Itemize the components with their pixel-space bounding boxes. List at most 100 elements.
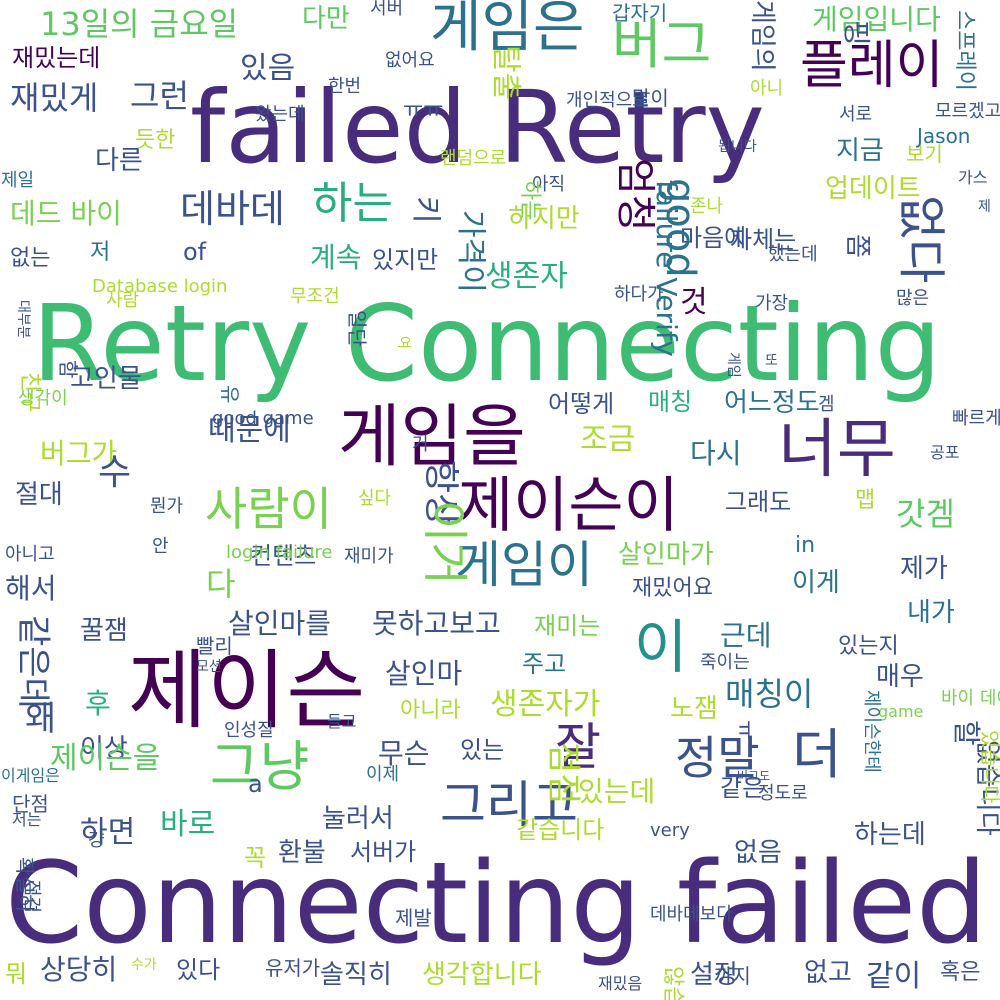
cloud-word: 안 [152,536,169,557]
cloud-word: 단점 [12,792,49,816]
cloud-word: 인성질 [224,720,274,741]
cloud-word: 제가 [900,554,948,584]
cloud-word: 그래도 [725,488,792,516]
cloud-word: 눌러서 [322,804,394,834]
cloud-word: 같이 [866,959,922,994]
cloud-word: 걍 [88,830,105,851]
cloud-word: 살인마가 [618,540,714,570]
cloud-word: 못하고보고 [372,607,501,640]
cloud-word: 일단 [345,310,369,347]
cloud-word: 무슨 [378,737,430,770]
cloud-word: 재밌어요 [632,576,713,601]
cloud-word: 있는데 [578,775,656,808]
cloud-word: 계속 [310,241,362,274]
cloud-word: 친구 [17,372,42,413]
cloud-word: 없고 [804,958,852,988]
cloud-word: 서로 [839,104,873,125]
cloud-word: 버그 [612,13,712,76]
cloud-word: of [183,238,207,266]
cloud-word: 재미가 [344,546,394,567]
cloud-word: 아니고 [5,544,55,565]
cloud-word: 매칭 [648,388,693,416]
cloud-word: 유저가 [265,956,321,980]
cloud-word: 그리고 [440,776,578,834]
cloud-word: 듯한 [135,128,176,153]
cloud-word: good [657,178,703,278]
cloud-word: 왜 [25,699,57,739]
cloud-word: 마음에 [680,224,747,252]
cloud-word: 게임이 [455,536,593,594]
cloud-word: 거 [412,434,429,455]
cloud-word: 재미는 [534,612,601,640]
cloud-word: 같은데 [13,615,53,709]
cloud-word: 뭔가 [150,496,184,517]
cloud-word: in [795,533,816,558]
cloud-word: 이게임은 [1,766,60,785]
cloud-word: 스프레이 [952,10,977,91]
cloud-word: 키 [408,196,443,224]
cloud-word: 공포 [930,443,960,462]
cloud-word: 제이슨을 [50,741,161,776]
cloud-word: 할 [950,720,983,746]
cloud-word: 하는 [312,178,393,229]
cloud-word: 수 [98,452,132,493]
cloud-word: 다른 [95,146,143,176]
cloud-word: 바로 [160,807,216,842]
cloud-word: 맵 [855,488,876,513]
cloud-word: 하지만 [508,204,580,234]
cloud-word: 내가 [907,598,955,628]
cloud-word: 그냥 [210,735,310,798]
cloud-word: Retry Connecting [32,283,942,405]
cloud-word: 게임입니다 [812,3,941,36]
cloud-word: 있음 [240,51,296,86]
cloud-word: 재밌게 [10,79,99,117]
cloud-word: 제 [978,199,991,215]
cloud-word: 있는지 [838,634,899,659]
cloud-word: 무조건 [290,286,340,307]
cloud-word: 않습니다 [660,966,685,1000]
cloud-word: 핑 [840,20,873,46]
cloud-word: 왔는데 [255,104,305,125]
cloud-word: 없다 [893,195,949,284]
cloud-word: 빠르게 [952,408,1000,429]
cloud-word: 한번 [328,76,362,97]
cloud-word: 보기 [906,142,943,166]
cloud-word: 개인적으로 [566,90,649,111]
cloud-word: 게임은 [430,0,585,60]
cloud-word: 탈출 [488,45,523,101]
cloud-word: 서버가 [350,838,417,866]
cloud-word: 갑자기 [612,1,668,25]
cloud-word: 정도로 [758,783,808,804]
cloud-word: 들고 [327,712,357,731]
cloud-word: 이게 [792,568,840,598]
cloud-word: 됩니다 [718,139,757,155]
cloud-word: game [878,702,924,721]
cloud-word: 노잼 [670,694,718,724]
cloud-word: 제이슨이 [458,471,679,541]
cloud-word: 자체는 [730,226,797,254]
cloud-word: 바이 데이라이트 [941,688,1000,709]
cloud-word: 매우 [876,662,924,692]
cloud-word: 어떻게 [548,390,615,418]
cloud-word: 고인물 [70,364,142,394]
cloud-word: a [248,770,263,798]
cloud-word: 사람 [106,290,140,311]
cloud-word: 생각이 [18,388,68,409]
cloud-word: Connecting failed [5,839,988,969]
cloud-word: 설정 [690,960,738,990]
cloud-word: 또 [765,353,778,369]
cloud-word: failed Retry [190,69,765,186]
cloud-word: Database login [92,276,228,297]
cloud-word: 저 [90,240,111,265]
cloud-word: 가스 [958,168,988,187]
cloud-word: 너무 [778,413,896,487]
cloud-word: 수가 [131,957,157,973]
cloud-word: 살인마 [385,657,463,690]
cloud-word: 살인마를 [228,607,332,640]
cloud-word: 그런 [130,77,189,115]
cloud-word: 없는 [10,246,51,271]
cloud-word: 이 [634,613,688,681]
cloud-word: 후 [85,687,111,720]
cloud-word: 있지만 [372,246,439,274]
